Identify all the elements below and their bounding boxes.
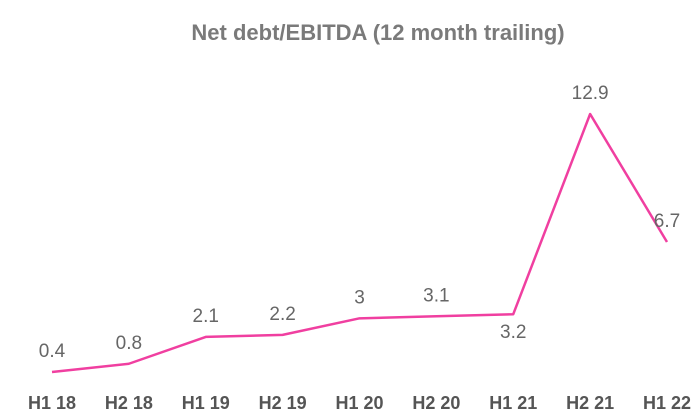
x-tick-label: H1 21 (489, 393, 537, 413)
x-tick-label: H2 19 (259, 393, 307, 413)
value-label: 0.8 (116, 333, 142, 354)
x-tick-label: H1 18 (28, 393, 76, 413)
line (51, 112, 669, 374)
x-tick-label: H2 20 (412, 393, 460, 413)
chart-title: Net debt/EBITDA (12 month trailing) (191, 20, 564, 45)
value-label: 12.9 (572, 83, 609, 104)
x-tick-label: H2 21 (566, 393, 614, 413)
value-label: 2.1 (193, 306, 219, 327)
x-tick-label: H1 20 (335, 393, 383, 413)
x-tick-label: H1 19 (182, 393, 230, 413)
value-label: 3.2 (500, 322, 526, 343)
value-label: 2.2 (269, 304, 295, 325)
value-label: 3.1 (423, 285, 449, 306)
value-label: 6.7 (654, 211, 680, 232)
x-tick-label: H2 18 (105, 393, 153, 413)
value-label: 0.4 (39, 341, 66, 362)
x-tick-label: H1 22 (643, 393, 691, 413)
value-label: 3 (354, 287, 365, 308)
